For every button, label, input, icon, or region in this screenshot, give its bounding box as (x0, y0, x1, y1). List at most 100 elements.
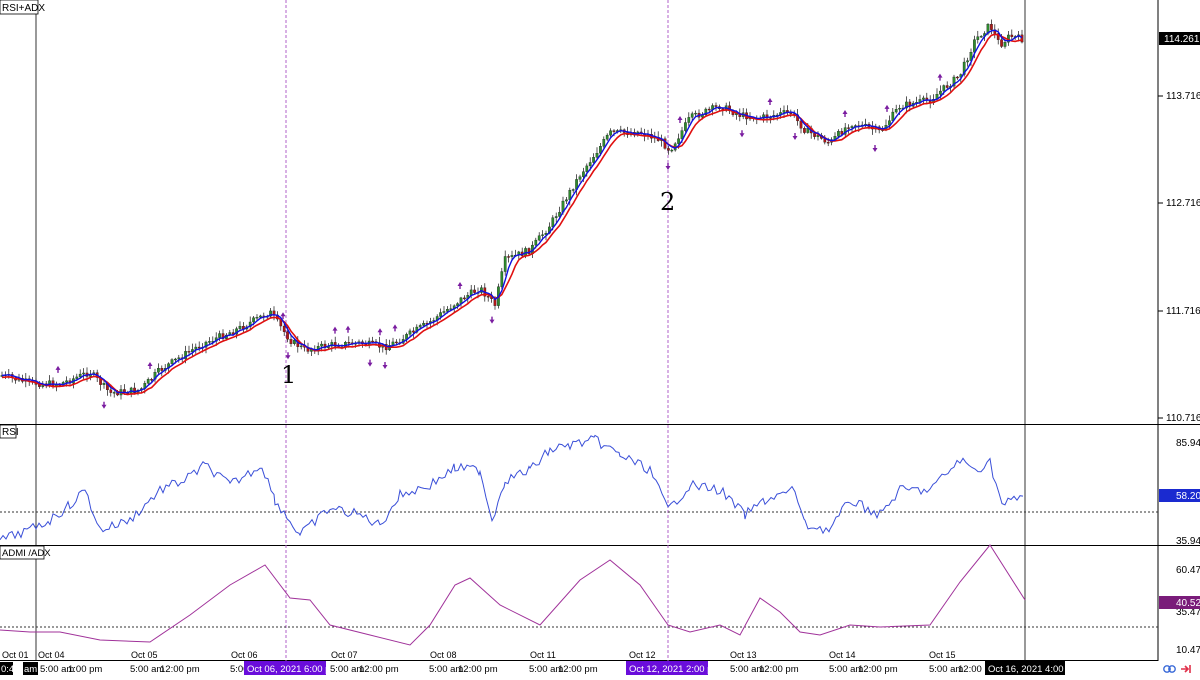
candle-body (945, 85, 949, 88)
candle-body (330, 342, 334, 347)
cursor-time-label: Oct 16, 2021 4:00 am (988, 664, 1079, 675)
candle-body (231, 332, 235, 335)
time-label: 5:00 am (40, 664, 74, 675)
adx-current-badge (1159, 596, 1200, 609)
date-label: Oct 05 (131, 650, 158, 660)
candle-body (813, 132, 816, 137)
candle-body (418, 325, 422, 328)
crosshair-2-label: Oct 12, 2021 2:00 pm (629, 664, 720, 675)
candle-body (690, 113, 694, 118)
price-axis: 113.716 112.716 111.716 110.716 114.261 (1158, 32, 1200, 424)
candle-body (816, 135, 820, 137)
date-label: Oct 04 (38, 650, 65, 660)
candle-body (150, 379, 153, 381)
date-label: Oct 12 (629, 650, 656, 660)
candle-body (694, 112, 697, 115)
candle-body (667, 148, 670, 151)
candle-body (299, 345, 303, 348)
candle-body (684, 122, 687, 131)
candle-body (503, 256, 507, 272)
candle-body (976, 36, 980, 40)
ma-slow-line (1, 33, 1023, 396)
marker-label-2: 2 (660, 188, 675, 216)
up-arrow-icon (842, 110, 848, 117)
date-label: Oct 14 (829, 650, 856, 660)
up-arrow-icon (392, 324, 398, 332)
time-label: 12:00 pm (958, 664, 998, 675)
candle-body (333, 342, 337, 347)
time-label: 5:00 am (130, 664, 164, 675)
candle-body (571, 189, 575, 191)
candle-body (605, 134, 609, 140)
candle-body (898, 108, 901, 110)
candle-body (663, 138, 667, 149)
candle-body (956, 76, 959, 79)
candle-body (347, 342, 351, 344)
candle-body (534, 239, 538, 246)
candle-body (221, 333, 225, 339)
candle-body (442, 311, 446, 313)
candle-body (765, 114, 769, 119)
candle-body (293, 339, 296, 344)
last-price-badge (1159, 32, 1200, 45)
rsi-panel-title: RSI (2, 427, 19, 438)
candle-body (979, 36, 983, 38)
price-tick: 113.716 (1166, 91, 1200, 102)
candle-body (558, 212, 561, 217)
candle-body (602, 139, 606, 147)
date-label: Oct 01 (2, 650, 29, 660)
time-label: am (24, 664, 37, 675)
up-arrow-icon (677, 116, 683, 123)
candle-body (1003, 42, 1007, 47)
candle-body (500, 271, 504, 287)
candle-body (799, 120, 803, 129)
time-label: 12:00 pm (759, 664, 799, 675)
down-arrow-icon (489, 316, 495, 324)
candle-body (687, 117, 691, 123)
time-label: 12:00 pm (858, 664, 898, 675)
up-arrow-icon (332, 326, 338, 334)
candle-body (670, 149, 674, 152)
candle-body (269, 310, 272, 317)
rsi-tick: 85.94 (1176, 438, 1200, 449)
up-arrow-icon (767, 98, 773, 105)
rsi-tick: 35.94 (1176, 536, 1200, 547)
candle-body (78, 373, 82, 378)
candle-body (289, 339, 293, 344)
time-label: 5:00 am (929, 664, 963, 675)
date-label: Oct 06 (231, 650, 258, 660)
down-arrow-icon (792, 133, 798, 140)
candle-body (840, 131, 844, 135)
rsi-line (0, 434, 1024, 540)
candle-body (707, 108, 711, 111)
ma-fast-line (1, 29, 1023, 394)
candle-body (952, 76, 956, 87)
down-arrow-icon (872, 145, 878, 152)
candle-body (510, 255, 514, 257)
crosshair-1-badge (244, 661, 326, 675)
time-label: 1:00 pm (68, 664, 102, 675)
candle-body (157, 368, 160, 373)
candle-body (1010, 34, 1014, 37)
candle-body (782, 110, 786, 113)
chart-area[interactable] (0, 0, 1158, 661)
candle-body (888, 120, 891, 126)
candle-body (133, 387, 136, 394)
candle-body (894, 109, 898, 113)
candle-body (847, 127, 850, 129)
candle-body (677, 138, 680, 144)
rsi-current-badge (1159, 489, 1200, 502)
up-arrow-icon (457, 282, 463, 289)
candle-body (446, 309, 449, 312)
candle-body (371, 340, 374, 343)
time-label: 12:00 pm (558, 664, 598, 675)
candle-body (191, 349, 194, 353)
time-label: 5:00 am (529, 664, 563, 675)
candle-body (473, 289, 476, 293)
link-icon[interactable] (1163, 665, 1176, 673)
scroll-to-end-icon[interactable] (1181, 665, 1191, 673)
candle-body (146, 379, 150, 384)
candle-body (456, 303, 459, 306)
